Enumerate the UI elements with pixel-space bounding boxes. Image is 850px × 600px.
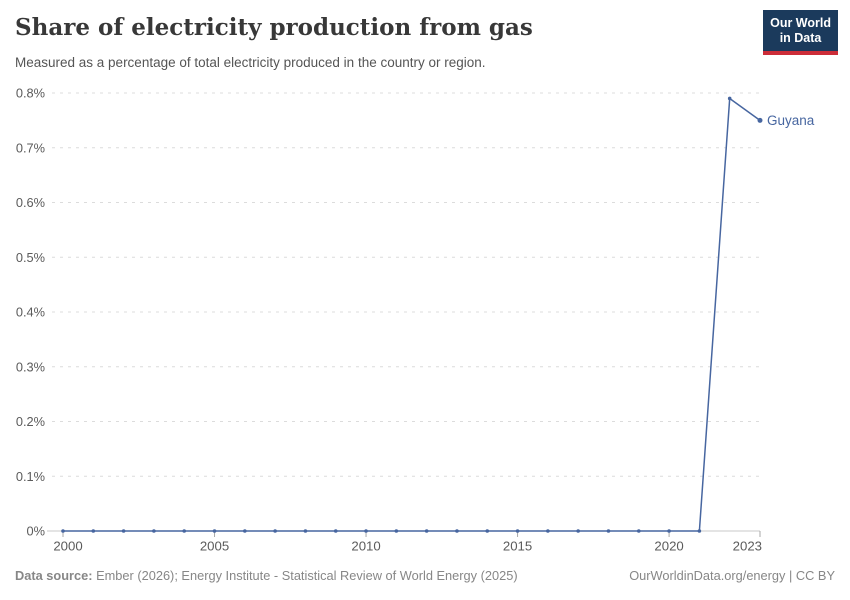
data-point bbox=[546, 529, 550, 533]
data-point bbox=[394, 529, 399, 533]
data-point bbox=[333, 529, 338, 533]
data-source-label: Data source: bbox=[15, 568, 93, 583]
data-point bbox=[515, 529, 520, 533]
data-point bbox=[757, 117, 763, 123]
x-tick-label: 2015 bbox=[503, 539, 532, 554]
data-source-note: Data source: Ember (2026); Energy Instit… bbox=[15, 568, 518, 583]
owid-logo[interactable]: Our World in Data bbox=[763, 10, 838, 55]
data-point bbox=[91, 529, 96, 533]
data-point bbox=[485, 529, 490, 533]
y-tick-label: 0.3% bbox=[16, 359, 45, 374]
data-point bbox=[243, 529, 247, 533]
data-point bbox=[182, 529, 187, 533]
x-tick-label: 2000 bbox=[53, 539, 82, 554]
x-tick-label: 2020 bbox=[654, 539, 683, 554]
y-tick-label: 0.5% bbox=[16, 250, 45, 265]
data-point bbox=[455, 529, 459, 533]
data-point bbox=[61, 529, 65, 533]
y-tick-label: 0.6% bbox=[16, 195, 45, 210]
chart-footer: Data source: Ember (2026); Energy Instit… bbox=[15, 568, 835, 583]
data-line-guyana bbox=[63, 97, 761, 532]
data-point bbox=[152, 529, 156, 533]
data-point bbox=[606, 529, 611, 533]
x-tick-label: 2010 bbox=[351, 539, 380, 554]
data-source-text: Ember (2026); Energy Institute - Statist… bbox=[92, 568, 518, 583]
license-note: OurWorldinData.org/energy | CC BY bbox=[629, 568, 835, 583]
data-point bbox=[727, 96, 732, 101]
data-point bbox=[697, 529, 702, 533]
x-tick-label: 2005 bbox=[200, 539, 229, 554]
x-tick-label: 2023 bbox=[733, 539, 762, 554]
data-point bbox=[636, 529, 641, 533]
page-title: Share of electricity production from gas bbox=[15, 14, 533, 41]
owid-logo-line1: Our World bbox=[770, 16, 831, 30]
y-tick-label: 0.4% bbox=[16, 305, 45, 320]
data-point bbox=[424, 529, 429, 533]
data-point bbox=[576, 529, 580, 533]
y-tick-label: 0.8% bbox=[16, 86, 45, 101]
series-end-label: Guyana bbox=[767, 113, 815, 128]
y-tick-label: 0.7% bbox=[16, 140, 45, 155]
data-point bbox=[121, 529, 126, 533]
data-point bbox=[667, 529, 671, 533]
y-tick-label: 0% bbox=[27, 524, 46, 539]
y-tick-label: 0.2% bbox=[16, 414, 45, 429]
data-point bbox=[273, 529, 277, 533]
data-point bbox=[212, 529, 217, 533]
y-tick-label: 0.1% bbox=[16, 469, 45, 484]
data-point bbox=[364, 529, 368, 533]
data-point bbox=[303, 529, 308, 533]
owid-logo-line2: in Data bbox=[779, 31, 822, 45]
chart-subtitle: Measured as a percentage of total electr… bbox=[15, 55, 486, 70]
